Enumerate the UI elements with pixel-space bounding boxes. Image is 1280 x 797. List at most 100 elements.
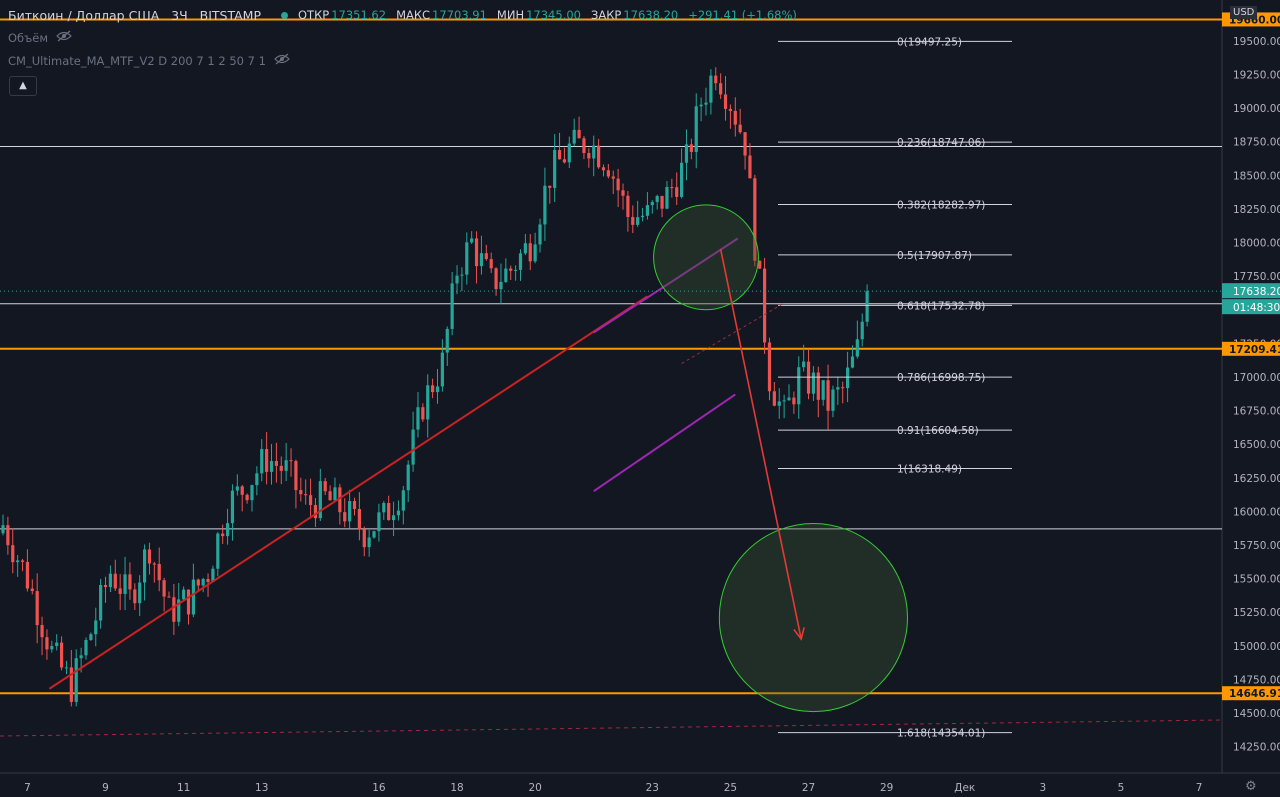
y-tick-label: 16750.00 xyxy=(1233,406,1280,418)
candle-body xyxy=(196,579,200,586)
candle-body xyxy=(826,380,830,411)
candle-body xyxy=(514,269,518,271)
candle-body xyxy=(191,579,195,615)
candle-body xyxy=(704,102,708,105)
candle-body xyxy=(279,465,283,471)
candle-body xyxy=(758,260,762,269)
projection-arrow-head xyxy=(793,627,805,641)
trend-line[interactable] xyxy=(593,393,736,493)
volume-indicator-row[interactable]: Объём xyxy=(8,30,72,45)
collapse-indicators-button[interactable]: ▲ xyxy=(9,76,37,96)
x-tick-label: 13 xyxy=(255,782,268,794)
dashed-support-line[interactable] xyxy=(0,719,1223,737)
candle-body xyxy=(128,574,132,590)
projection-arrow[interactable] xyxy=(719,249,802,640)
gear-icon[interactable]: ⚙ xyxy=(1245,779,1257,794)
price-level-tag xyxy=(1222,686,1280,701)
y-tick-label: 15250.00 xyxy=(1233,607,1280,619)
candle-body xyxy=(557,150,562,160)
candle-body xyxy=(216,533,220,569)
candle-body xyxy=(719,83,723,95)
candle-body xyxy=(621,190,625,196)
candle-body xyxy=(811,372,816,394)
candle-body xyxy=(45,637,49,650)
candle-body xyxy=(6,525,10,546)
candle-body xyxy=(142,549,147,583)
candle-body xyxy=(206,578,210,582)
y-tick-label: 16000.00 xyxy=(1233,506,1280,518)
candle-body xyxy=(611,176,615,179)
candle-body xyxy=(323,481,327,492)
candle-body xyxy=(367,537,371,548)
candle-body xyxy=(357,509,361,530)
candle-body xyxy=(743,132,747,156)
close-value: 17638.20 xyxy=(623,8,679,22)
fib-level-label: 0.382(18282.97) xyxy=(897,200,985,212)
candle-body xyxy=(679,162,684,197)
target-zone-circle[interactable] xyxy=(653,204,759,311)
high-label: МАКС xyxy=(396,8,431,22)
trend-line[interactable] xyxy=(593,237,739,334)
candle-body xyxy=(299,490,303,495)
candle-body xyxy=(172,597,176,622)
candle-body xyxy=(592,145,596,159)
candle-body xyxy=(245,494,249,501)
candle-body xyxy=(289,460,293,462)
candle-body xyxy=(821,380,825,400)
candle-body xyxy=(460,274,464,276)
x-tick-label: 7 xyxy=(24,782,31,794)
x-tick-label: 18 xyxy=(450,782,463,794)
candle-body xyxy=(841,387,845,389)
candle-body xyxy=(133,589,137,604)
candle-body xyxy=(30,588,34,592)
candle-body xyxy=(504,268,508,282)
candle-body xyxy=(89,634,93,641)
countdown-tag xyxy=(1222,299,1280,315)
candle-body xyxy=(675,187,679,197)
x-tick-label: 3 xyxy=(1040,782,1047,794)
candle-body xyxy=(162,580,166,597)
candle-body xyxy=(382,503,386,513)
y-tick-label: 18000.00 xyxy=(1233,238,1280,250)
candle-body xyxy=(787,397,791,401)
y-tick-label: 15500.00 xyxy=(1233,574,1280,586)
countdown-label: 01:48:30 xyxy=(1233,302,1280,314)
candle-body xyxy=(494,268,498,290)
candle-body xyxy=(650,202,654,206)
candle-body xyxy=(631,216,635,225)
candle-body xyxy=(709,75,713,103)
ma-indicator-label: CM_Ultimate_MA_MTF_V2 D 200 7 1 2 50 7 1 xyxy=(8,53,266,68)
candle-body xyxy=(16,560,20,563)
candle-body xyxy=(777,401,781,406)
candle-body xyxy=(269,460,274,472)
eye-hidden-icon[interactable] xyxy=(56,30,72,45)
symbol-title[interactable]: Биткоин / Доллар США 3Ч BITSTAMP xyxy=(8,8,261,23)
exchange: BITSTAMP xyxy=(199,7,261,23)
candle-body xyxy=(470,238,474,243)
fib-level-label: 0.786(16998.75) xyxy=(897,372,985,384)
candle-body xyxy=(528,243,532,262)
eye-hidden-icon[interactable] xyxy=(274,53,290,68)
candle-body xyxy=(411,429,415,465)
trend-line[interactable] xyxy=(48,295,648,690)
symbol-name: Биткоин / Доллар США xyxy=(8,7,160,23)
symbol-header: Биткоин / Доллар США 3Ч BITSTAMP ОТКР 17… xyxy=(8,5,807,25)
candle-body xyxy=(265,449,269,472)
candle-body xyxy=(538,224,542,245)
target-zone-circle[interactable] xyxy=(718,522,908,713)
fib-level-label: 1.618(14354.01) xyxy=(897,728,985,740)
volume-indicator-label: Объём xyxy=(8,30,49,45)
dashed-trend-extension[interactable] xyxy=(681,302,785,364)
candle-body xyxy=(816,372,820,400)
currency-button[interactable]: USD xyxy=(1230,6,1258,19)
fib-level-label: 0.618(17532.78) xyxy=(897,300,985,312)
candle-body xyxy=(118,588,122,594)
candle-body xyxy=(84,640,88,656)
candle-body xyxy=(211,568,215,582)
y-tick-label: 15000.00 xyxy=(1233,641,1280,653)
candle-body xyxy=(523,243,527,254)
high-value: 17703.91 xyxy=(432,8,487,22)
ma-indicator-row[interactable]: CM_Ultimate_MA_MTF_V2 D 200 7 1 2 50 7 1 xyxy=(8,53,290,68)
